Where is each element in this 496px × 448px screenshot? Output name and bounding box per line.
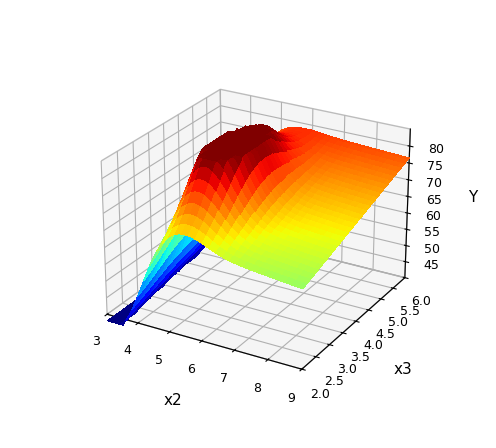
Y-axis label: x3: x3	[393, 362, 412, 377]
X-axis label: x2: x2	[164, 393, 183, 408]
